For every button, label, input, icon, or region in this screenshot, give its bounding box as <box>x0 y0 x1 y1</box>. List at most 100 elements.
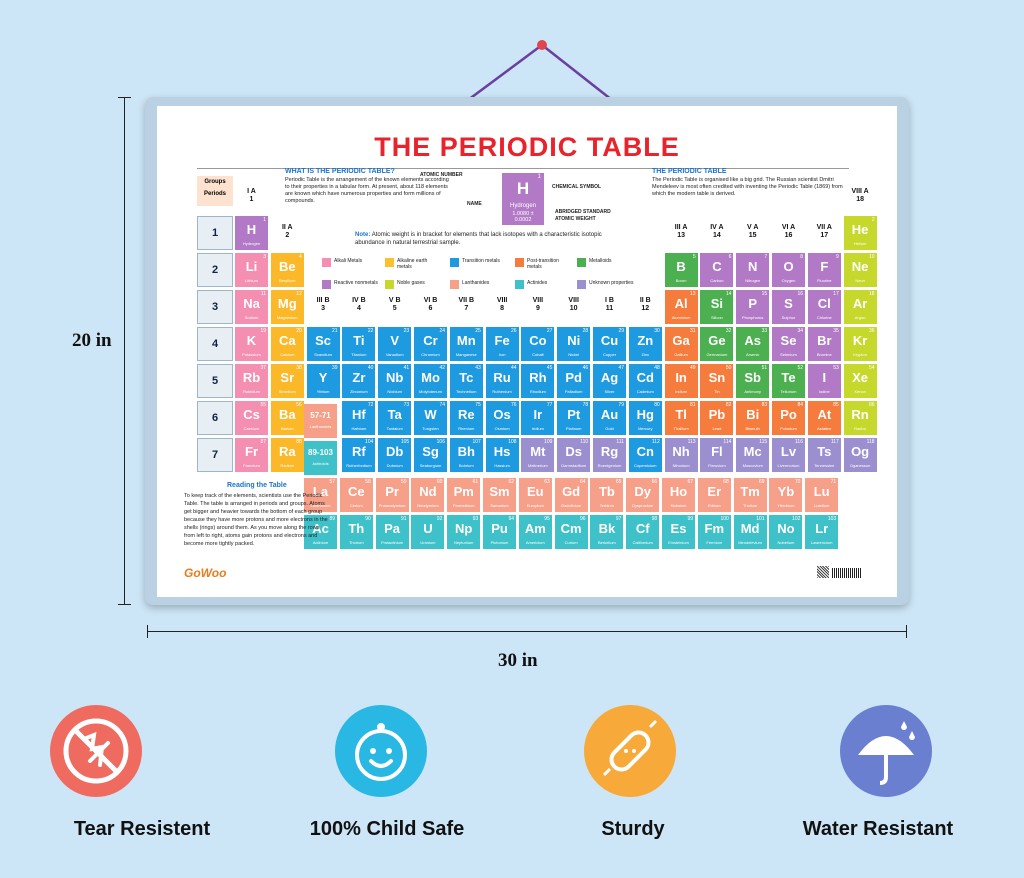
atomic-number: 74 <box>439 402 445 408</box>
element-name: Nihonium <box>672 463 690 468</box>
element-name: Praseodymium <box>378 503 406 508</box>
element-name: Bismuth <box>745 426 760 431</box>
element-cs: 55 Cs Caesium <box>235 401 268 435</box>
element-mc: 115 Mc Moscovium <box>736 438 770 472</box>
child-safe-badge <box>335 705 427 797</box>
no-tear-icon <box>63 718 129 784</box>
group-roman: III B <box>316 297 330 304</box>
groups-label: Groups <box>204 179 226 185</box>
element-name: Rubidium <box>243 389 260 394</box>
group-number: 5 <box>392 305 397 312</box>
element-symbol: Pm <box>453 484 474 499</box>
group-number: 9 <box>535 305 540 312</box>
element-symbol: Ce <box>347 484 365 499</box>
group-roman: IV A <box>710 224 724 231</box>
atomic-number: 26 <box>511 328 517 334</box>
element-name: Hassium <box>494 463 510 468</box>
element-symbol: Yb <box>777 484 795 499</box>
legend-swatch <box>322 280 331 289</box>
legend-label: Lanthanides <box>462 280 490 286</box>
atomic-number: 33 <box>761 328 768 334</box>
atomic-number: 43 <box>475 365 481 371</box>
element-la: 57 La Lanthanum <box>304 478 337 512</box>
atomic-number: 106 <box>436 439 445 445</box>
legend-swatch <box>322 258 331 267</box>
element-name: Copper <box>602 352 617 357</box>
element-name: Protactinium <box>380 540 404 545</box>
element-symbol: As <box>744 333 761 348</box>
element-name: Bohrium <box>458 463 474 468</box>
group-number: 2 <box>285 232 290 239</box>
element-name: Rutherfordium <box>346 463 372 468</box>
element-name: Tantalum <box>386 426 403 431</box>
element-symbol: Sn <box>708 370 726 385</box>
element-symbol: Ta <box>387 407 402 422</box>
element-symbol: Cd <box>636 370 654 385</box>
element-fr: 87 Fr Francium <box>235 438 268 472</box>
atomic-number: 70 <box>794 479 801 485</box>
element-symbol: Ca <box>278 333 296 348</box>
atomic-number: 95 <box>544 516 550 522</box>
group-header-11: I B 11 <box>593 297 626 313</box>
element-symbol: Bh <box>457 444 475 459</box>
atomic-number: 72 <box>367 402 374 408</box>
atomic-number: 80 <box>654 402 660 408</box>
atomic-number: 57 <box>329 479 335 485</box>
element-symbol: N <box>747 259 758 274</box>
element-name: Hafnium <box>351 426 367 431</box>
element-tm: 69 Tm Thulium <box>733 478 767 512</box>
element-fm: 100 Fm Fermium <box>697 515 731 549</box>
element-symbol: Y <box>318 370 328 385</box>
atomic-number: 90 <box>365 516 371 522</box>
element-ds: 110 Ds Darmstadtium <box>557 438 591 472</box>
element-symbol: Sm <box>489 484 510 499</box>
element-ac: 89 Ac Actinium <box>304 515 337 549</box>
element-name: Thulium <box>742 503 758 508</box>
element-lv: 116 Lv Livermorium <box>772 438 805 472</box>
element-name: Holmium <box>670 503 687 508</box>
element-name: Cobalt <box>532 352 544 357</box>
element-symbol: Li <box>245 259 258 274</box>
element-name: Helium <box>853 241 867 246</box>
element-name: Zirconium <box>350 389 368 394</box>
element-name: Fluorine <box>817 278 832 283</box>
key-chemical-symbol-label: CHEMICAL SYMBOL <box>552 184 602 190</box>
element-name: Lutetium <box>814 503 830 508</box>
group-header-12: II B 12 <box>629 297 662 313</box>
element-lu: 71 Lu Lutetium <box>805 478 839 512</box>
element-eu: 63 Eu Europium <box>518 478 552 512</box>
element-o: 8 O Oxygen <box>772 253 805 287</box>
element-name: Tellurium <box>780 389 797 394</box>
width-label: 30 in <box>498 650 538 671</box>
atomic-number: 66 <box>651 479 658 485</box>
group-roman: VI A <box>781 224 796 231</box>
atomic-number: 4 <box>299 254 302 260</box>
element-symbol: Hg <box>636 407 654 422</box>
element-name: Oganesson <box>849 463 871 468</box>
element-symbol: Lr <box>815 521 829 536</box>
atomic-number: 19 <box>260 328 266 334</box>
element-rn: 86 Rn Radon <box>843 401 877 435</box>
element-bk: 97 Bk Berkelium <box>590 515 624 549</box>
note: Note: Atomic weight is in bracket for el… <box>355 231 625 247</box>
element-name: Terbium <box>599 503 614 508</box>
atomic-number: 52 <box>797 365 803 371</box>
group-number: 3 <box>321 305 326 312</box>
element-name: Promethium <box>452 503 475 508</box>
element-ni: 28 Ni Nickel <box>557 327 591 361</box>
element-name: Darmstadtium <box>561 463 587 468</box>
element-pr: 59 Pr Praseodymium <box>375 478 409 512</box>
group-roman: VI B <box>423 297 438 304</box>
element-cr: 24 Cr Chromium <box>414 327 447 361</box>
element-pa: 91 Pa Protactinium <box>375 515 409 549</box>
tear-resistant-badge <box>50 705 142 797</box>
element-c: 6 C Carbon <box>700 253 734 287</box>
atomic-number: 100 <box>720 516 729 522</box>
group-number: 16 <box>784 232 793 239</box>
groups-periods-header: Groups Periods <box>197 176 233 206</box>
element-name: Chromium <box>421 352 440 357</box>
atomic-number: 86 <box>869 402 875 408</box>
legend-swatch <box>385 280 394 289</box>
group-roman: I B <box>605 297 614 304</box>
